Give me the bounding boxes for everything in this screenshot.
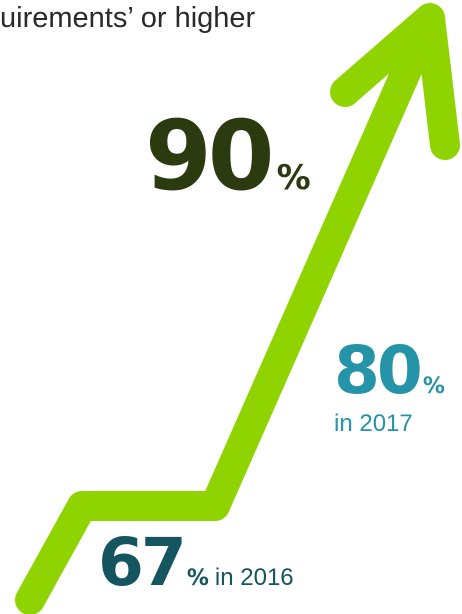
stat-90-percent: 90% xyxy=(145,108,311,204)
stat-90-unit: % xyxy=(276,158,311,198)
stat-90-value: 90 xyxy=(145,100,275,212)
stat-67-year: in 2016 xyxy=(214,564,294,591)
stat-80-year: in 2017 xyxy=(334,410,413,437)
stat-67-value: 67 xyxy=(98,524,187,601)
stat-67-percent: 67% in 2016 xyxy=(98,530,294,596)
header-text: uirements’ or higher xyxy=(0,2,256,34)
stat-80-unit: % xyxy=(422,374,445,399)
stat-80-percent: 80% xyxy=(334,338,445,404)
stat-80-value: 80 xyxy=(334,332,423,409)
stat-67-unit: % xyxy=(186,566,209,591)
